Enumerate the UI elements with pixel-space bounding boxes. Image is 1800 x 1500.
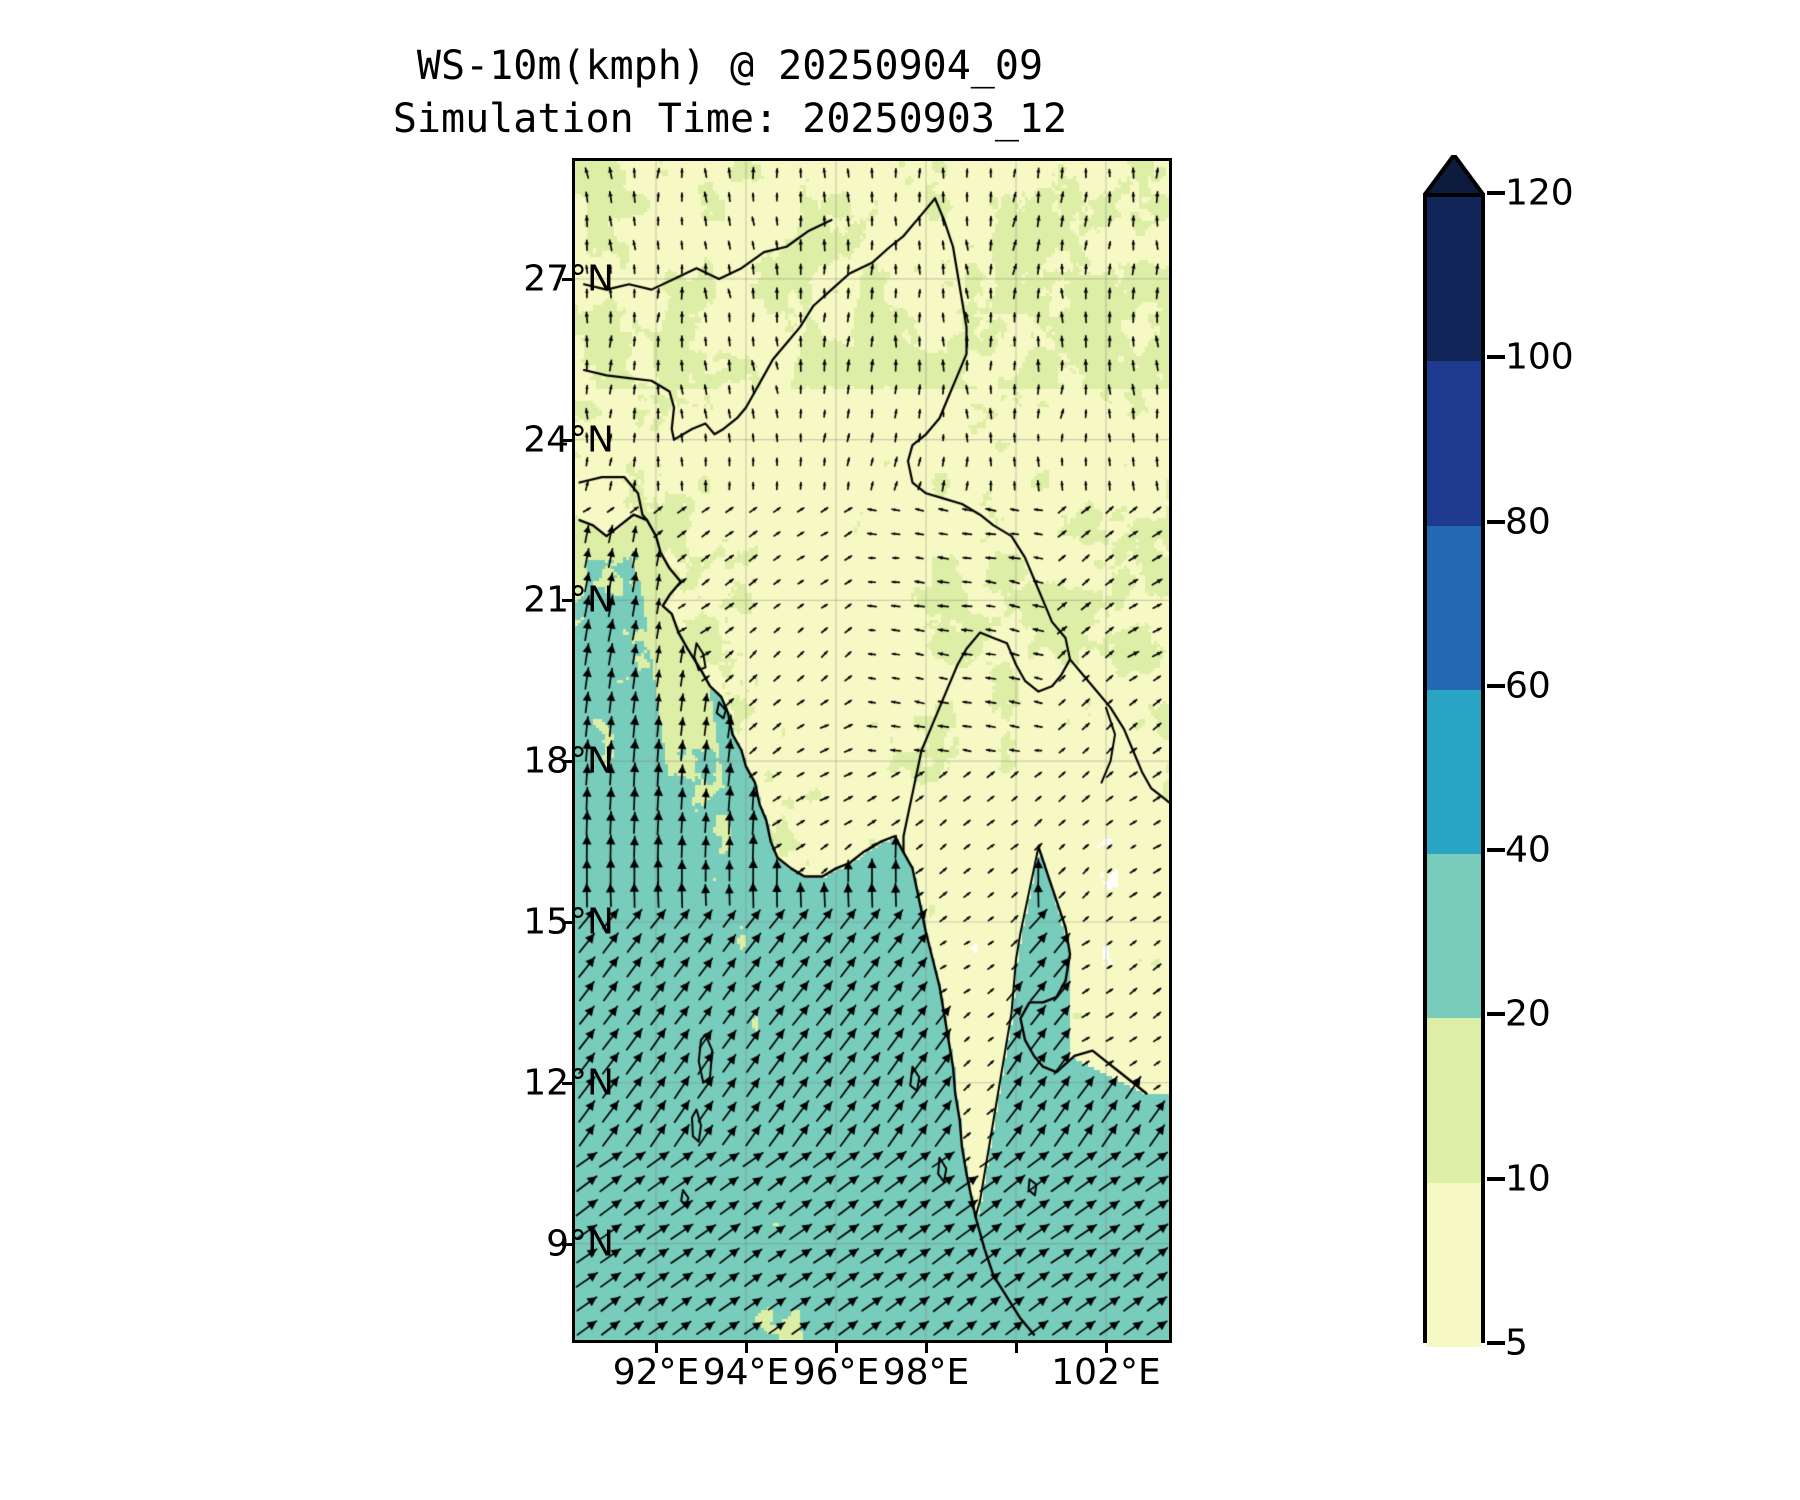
colorbar-tick-label-120: 120 [1505, 172, 1574, 214]
colorbar-tick-label-10: 10 [1505, 1158, 1551, 1200]
ytick-mark [562, 599, 572, 603]
xtick-label-96: 96°E [792, 1352, 880, 1393]
ytick-mark [562, 920, 572, 924]
title-line-1: WS-10m(kmph) @ 20250904_09 [416, 43, 1044, 89]
map-axes[interactable] [572, 158, 1172, 1343]
ytick-mark [562, 1081, 572, 1085]
xtick-label-94: 94°E [702, 1352, 790, 1393]
colorbar-tick-mark [1487, 1341, 1505, 1345]
xtick-label-92: 92°E [612, 1352, 700, 1393]
ytick-mark [562, 1242, 572, 1246]
xtick-mark [1015, 1343, 1018, 1353]
wind-vector-field [575, 161, 1169, 1340]
xtick-mark [655, 1343, 658, 1353]
xtick-label-98: 98°E [882, 1352, 970, 1393]
colorbar-band-80-100 [1427, 361, 1481, 526]
colorbar-tick-mark [1487, 519, 1505, 524]
figure-title: WS-10m(kmph) @ 20250904_09 Simulation Ti… [0, 40, 1460, 146]
colorbar-band-60-80 [1427, 525, 1481, 690]
colorbar-band-100-120 [1427, 197, 1481, 362]
colorbar-tick-mark [1487, 683, 1505, 688]
colorbar-tick-label-40: 40 [1505, 829, 1551, 871]
xtick-mark [925, 1343, 928, 1353]
colorbar-band-10-20 [1427, 1018, 1481, 1183]
colorbar-band-40-60 [1427, 689, 1481, 855]
xtick-label-102: 102°E [1051, 1352, 1161, 1393]
colorbar-tick-label-60: 60 [1505, 665, 1551, 707]
colorbar-tick-mark [1487, 355, 1505, 360]
colorbar-extend-arrow [1423, 155, 1485, 197]
colorbar-tick-label-80: 80 [1505, 501, 1551, 543]
xtick-mark [1105, 1343, 1108, 1353]
colorbar-tick-mark [1487, 1012, 1505, 1017]
colorbar[interactable] [1423, 193, 1485, 1347]
colorbar-tick-mark [1487, 1176, 1505, 1181]
colorbar-tick-label-100: 100 [1505, 336, 1574, 378]
xtick-mark [745, 1343, 748, 1353]
colorbar-tick-mark [1487, 848, 1505, 853]
colorbar-tick-mark [1487, 191, 1505, 195]
ytick-label-9: 9°N [546, 1223, 614, 1265]
ytick-mark [562, 760, 572, 764]
colorbar-band-20-40 [1427, 854, 1481, 1019]
colorbar-tick-label-20: 20 [1505, 993, 1551, 1035]
ytick-mark [562, 438, 572, 442]
ytick-mark [562, 277, 572, 281]
xtick-mark [835, 1343, 838, 1353]
colorbar-tick-label-5: 5 [1505, 1322, 1528, 1364]
colorbar-band-5-10 [1427, 1182, 1481, 1347]
title-line-2: Simulation Time: 20250903_12 [392, 96, 1068, 142]
